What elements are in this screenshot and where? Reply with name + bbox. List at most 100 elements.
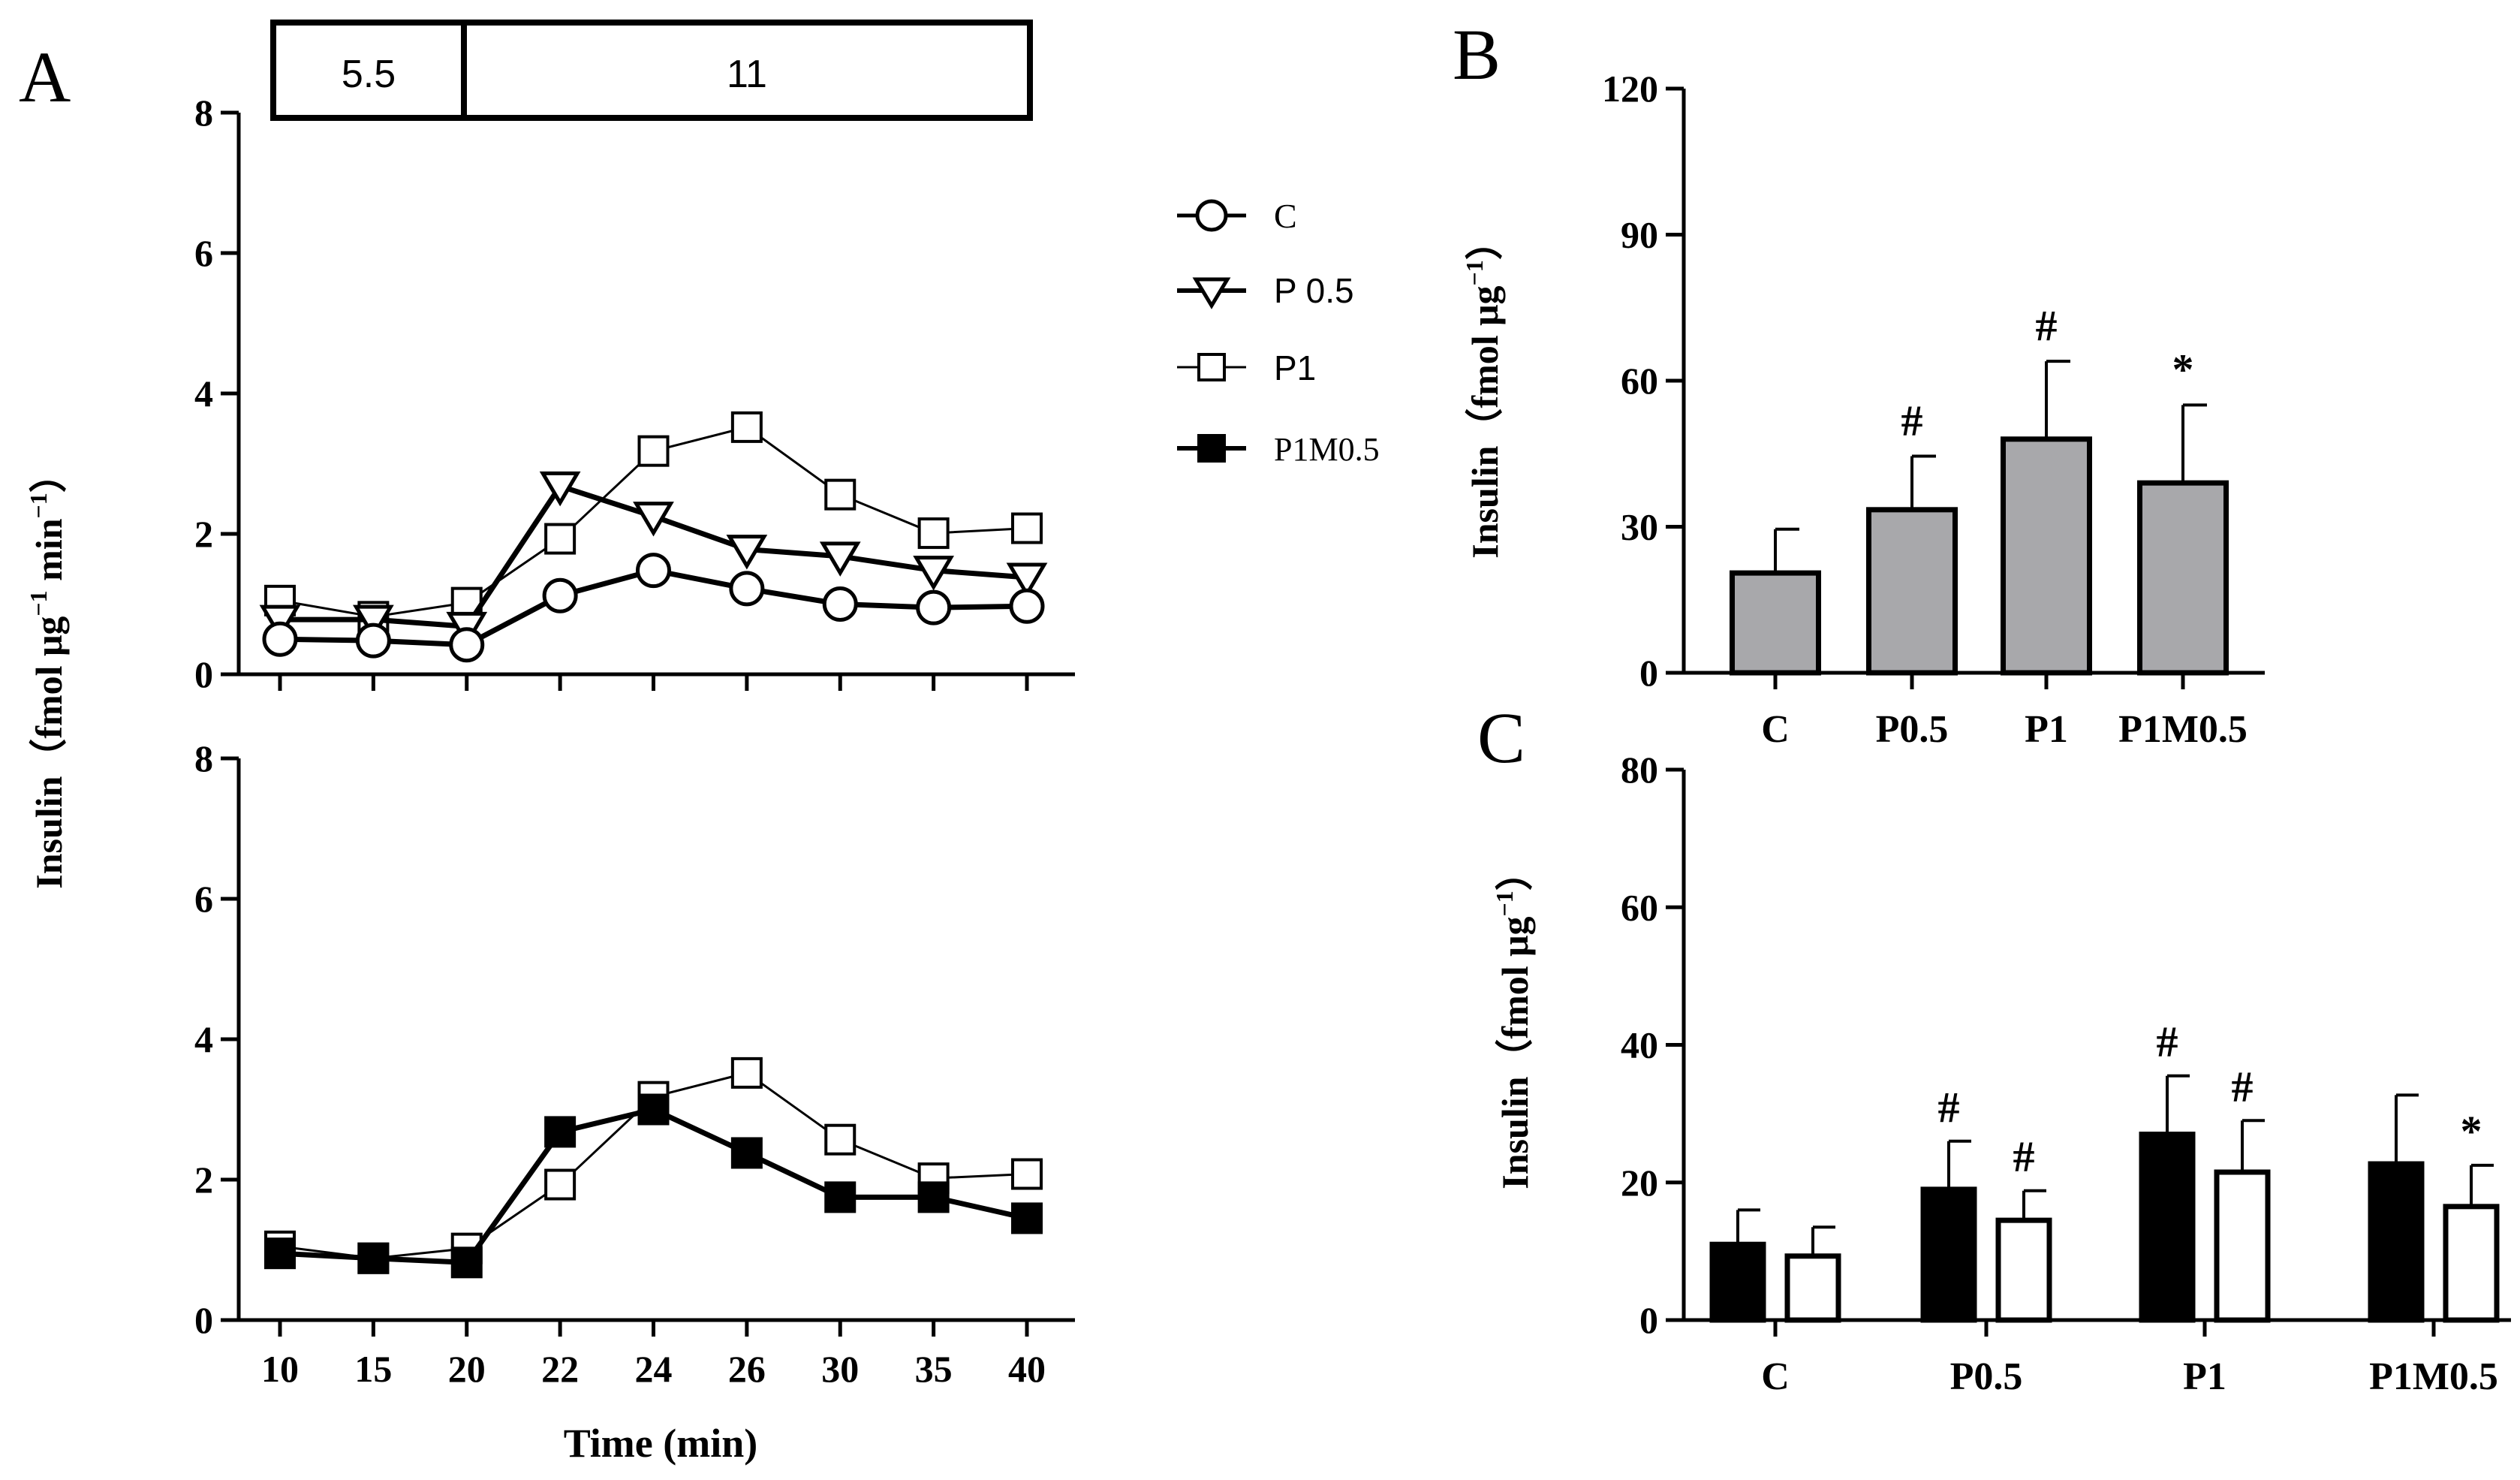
a-bottom-series-p1m0-5-point bbox=[544, 1116, 577, 1148]
c-y-tick-label: 0 bbox=[1639, 1299, 1658, 1341]
circle-open-icon bbox=[1195, 199, 1228, 232]
c-annotation: # bbox=[2157, 1017, 2178, 1066]
c-y-tick-label: 20 bbox=[1621, 1162, 1658, 1204]
a-top-series-p1-point bbox=[544, 523, 577, 555]
y-axis-label-b: Insulin（fmol μg−1） bbox=[1461, 222, 1506, 558]
a-bottom-series-p1m0-5-line bbox=[279, 1107, 1028, 1265]
a-top-series-c-point bbox=[729, 571, 765, 607]
b-x-tick-label: C bbox=[1761, 708, 1790, 751]
a-bottom-y-tick-label: 6 bbox=[194, 878, 213, 920]
a-bottom-y-tick-label: 0 bbox=[194, 1299, 213, 1341]
c-y-tick-label: 80 bbox=[1621, 749, 1658, 791]
a-top-series-c-point bbox=[916, 589, 952, 625]
legend-item-c: C bbox=[1177, 197, 1297, 235]
a-top-series-p1-point bbox=[1011, 512, 1043, 544]
legend-label-c: C bbox=[1274, 197, 1297, 235]
glucose-bar: 5.5 11 bbox=[270, 20, 1033, 121]
glucose-label-low: 5.5 bbox=[342, 53, 396, 96]
a-bottom-series-p1m0-5-point bbox=[357, 1242, 390, 1274]
c-annotation: # bbox=[2232, 1062, 2254, 1111]
a-top-series-p-0-5-point bbox=[633, 502, 674, 537]
a-top-series-c-point bbox=[262, 621, 298, 657]
a-bottom-x-tick-label: 26 bbox=[728, 1348, 766, 1390]
b-annotation: # bbox=[2036, 301, 2058, 350]
b-y-tick-label: 90 bbox=[1621, 214, 1658, 256]
a-bottom-series-p1m0-5-point bbox=[264, 1237, 296, 1270]
a-top-series-c-point bbox=[449, 627, 485, 663]
chart-c: 0 20 40 60 80 # # # # * C P0.5 P1 P1M0.5 bbox=[1621, 749, 2511, 1398]
a-bottom-x-tick-label: 24 bbox=[635, 1348, 673, 1390]
c-bar-filled-p0-5 bbox=[1920, 1186, 1977, 1323]
c-y-tick-label: 60 bbox=[1621, 886, 1658, 928]
a-bottom-y-tick-label: 8 bbox=[194, 737, 213, 779]
legend-label-p05: P 0.5 bbox=[1274, 271, 1354, 310]
c-annotation: # bbox=[2013, 1132, 2035, 1181]
legend-label-p1: P1 bbox=[1274, 348, 1316, 387]
b-x-tick-label: P1 bbox=[2025, 708, 2068, 751]
a-top-series-p-0-5-point bbox=[352, 604, 394, 640]
b-y-tick-label: 30 bbox=[1621, 506, 1658, 548]
y-axis-label-a: Insulin（fmol μg−1 min−1） bbox=[25, 455, 70, 889]
panel-letter-c: C bbox=[1477, 698, 1525, 778]
c-y-tick-label: 40 bbox=[1621, 1024, 1658, 1066]
x-axis-title-a: Time (min) bbox=[564, 1421, 757, 1466]
a-top-series-c-point bbox=[542, 577, 578, 613]
a-bottom-x-tick-label: 20 bbox=[448, 1348, 486, 1390]
b-y-tick-label: 120 bbox=[1602, 68, 1658, 110]
triangle-down-open-icon bbox=[1192, 277, 1231, 309]
c-bar-filled-c bbox=[1709, 1241, 1766, 1323]
a-top-series-p1-point bbox=[637, 435, 670, 467]
b-x-tick-label: P0.5 bbox=[1876, 708, 1949, 751]
a-top-series-p-0-5-point bbox=[259, 604, 301, 640]
a-bottom-series-p1m0-5-point bbox=[637, 1093, 670, 1126]
a-top-y-tick-label: 8 bbox=[194, 92, 213, 134]
b-annotation: * bbox=[2172, 345, 2194, 393]
c-x-tick-label: C bbox=[1761, 1355, 1790, 1398]
a-bottom-series-p1-point bbox=[824, 1123, 857, 1156]
a-bottom-series-p1m0-5-point bbox=[917, 1181, 950, 1213]
b-y-tick-label: 60 bbox=[1621, 360, 1658, 402]
a-bottom-series-p1m0-5-point bbox=[824, 1181, 857, 1213]
a-bottom-x-tick-label: 22 bbox=[541, 1348, 579, 1390]
glucose-box-high bbox=[461, 20, 1033, 121]
legend-item-p05: P 0.5 bbox=[1177, 271, 1354, 310]
b-x-tick-label: P1M0.5 bbox=[2118, 708, 2248, 751]
c-annotation: * bbox=[2461, 1107, 2482, 1156]
legend-label-p1m05: P1M0.5 bbox=[1274, 431, 1380, 468]
a-top-y-tick-label: 4 bbox=[194, 372, 213, 414]
panel-letter-a: A bbox=[19, 37, 71, 117]
a-bottom-series-p1-point bbox=[544, 1168, 577, 1201]
legend: C P 0.5 P1 P1M0.5 bbox=[1177, 197, 1380, 468]
square-filled-icon bbox=[1197, 434, 1226, 463]
c-annotation: # bbox=[1938, 1083, 1960, 1132]
c-bar-open-c bbox=[1784, 1253, 1841, 1323]
a-bottom-x-tick-label: 40 bbox=[1008, 1348, 1046, 1390]
a-top-y-tick-label: 6 bbox=[194, 232, 213, 274]
chart-a-top: 0 2 4 6 8 bbox=[194, 92, 1075, 695]
c-bar-filled-p1 bbox=[2139, 1132, 2196, 1323]
a-top-series-p1-point bbox=[917, 517, 950, 550]
a-top-series-p-0-5-point bbox=[819, 541, 861, 577]
a-bottom-series-p1m0-5-point bbox=[450, 1246, 483, 1279]
a-top-y-tick-label: 2 bbox=[194, 513, 213, 555]
a-bottom-y-tick-label: 4 bbox=[194, 1018, 213, 1060]
b-bar-c bbox=[1730, 570, 1821, 676]
glucose-label-high: 11 bbox=[727, 53, 767, 96]
b-bar-p1m0-5 bbox=[2137, 480, 2229, 676]
a-bottom-x-tick-label: 30 bbox=[821, 1348, 859, 1390]
a-bottom-series-p1m0-5-point bbox=[1011, 1202, 1043, 1234]
c-x-tick-label: P0.5 bbox=[1950, 1355, 2023, 1398]
b-bar-p1 bbox=[2001, 436, 2092, 676]
a-bottom-x-tick-label: 15 bbox=[354, 1348, 392, 1390]
a-bottom-series-p1-point bbox=[1011, 1158, 1043, 1190]
c-bar-open-p0-5 bbox=[1995, 1217, 2052, 1323]
b-annotation: # bbox=[1901, 396, 1923, 445]
c-x-tick-label: P1 bbox=[2183, 1355, 2226, 1398]
a-top-series-c-point bbox=[636, 553, 671, 589]
y-axis-label-c: Insulin（fmol μg−1） bbox=[1491, 853, 1536, 1189]
c-bar-filled-p1m0-5 bbox=[2368, 1161, 2425, 1323]
b-bar-p0-5 bbox=[1866, 507, 1958, 676]
a-bottom-y-tick-label: 2 bbox=[194, 1159, 213, 1201]
